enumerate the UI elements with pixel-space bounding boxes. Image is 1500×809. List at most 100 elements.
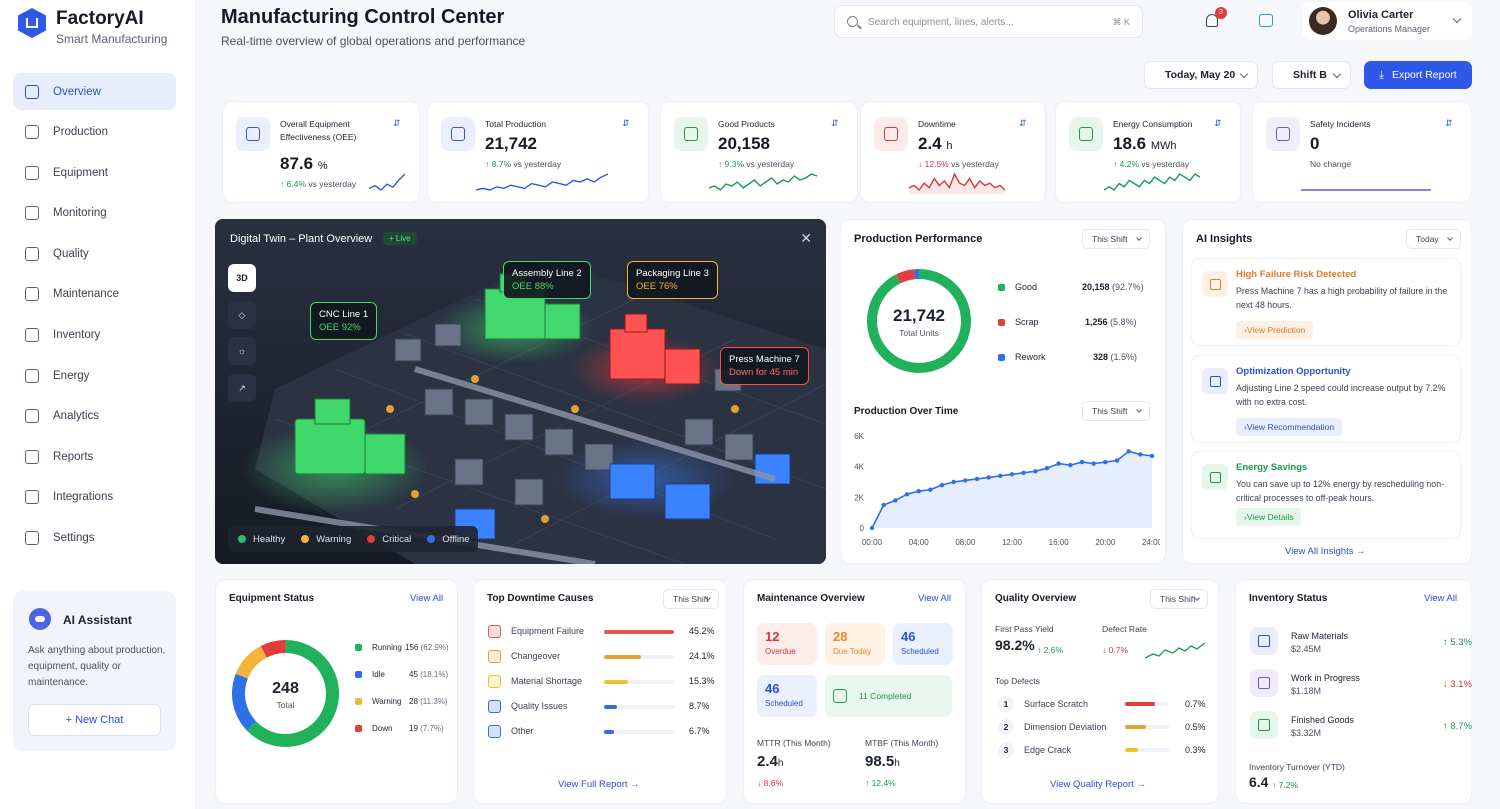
kpi-card-0[interactable]: Overall Equipment Effectiveness (OEE) 87.… (222, 101, 420, 203)
insight-card-0[interactable]: High Failure Risk Detected Press Machine … (1191, 258, 1461, 346)
data-point[interactable] (1126, 449, 1131, 454)
sidebar-item-overview[interactable]: Overview (13, 73, 176, 110)
maintenance-tile-0[interactable]: 12 Overdue (757, 623, 817, 665)
pin-icon[interactable]: ⇵ (831, 118, 839, 128)
sidebar-item-inventory[interactable]: Inventory (13, 317, 176, 354)
data-point[interactable] (1068, 462, 1073, 468)
export-report-button[interactable]: Export Report (1364, 61, 1472, 89)
data-point[interactable] (939, 482, 945, 488)
insight-card-1[interactable]: Optimization Opportunity Adjusting Line 2… (1191, 355, 1461, 443)
kpi-delta: ↑ 8.7% vs yesterday (485, 159, 561, 169)
machine-tag-cnc-line-1[interactable]: CNC Line 1 OEE 92% (310, 302, 378, 340)
data-point[interactable] (974, 476, 980, 482)
view-quality-report-link[interactable]: View Quality Report → (1050, 779, 1146, 790)
date-selector[interactable]: Today, May 20 (1144, 61, 1258, 89)
sidebar-item-equipment[interactable]: Equipment (13, 154, 176, 191)
data-point[interactable] (1056, 461, 1061, 466)
maintenance-tile-4[interactable]: 11 Completed (825, 675, 952, 717)
view-all-insights-link[interactable]: View All Insights → (1285, 546, 1366, 557)
tag-name: Assembly Line 2 (512, 268, 582, 279)
3d-view-button[interactable]: 3D (228, 264, 256, 292)
data-point[interactable] (951, 479, 956, 485)
kpi-card-5[interactable]: Safety Incidents 0 No change ⇵ (1252, 101, 1472, 203)
data-point[interactable] (1091, 461, 1096, 466)
pin-icon[interactable]: ⇵ (622, 118, 630, 128)
chart-filter-dropdown[interactable]: This Shift (1082, 401, 1150, 421)
data-point[interactable] (881, 502, 886, 508)
data-point[interactable] (1138, 452, 1143, 457)
kpi-card-4[interactable]: Energy Consumption 18.6 MWh ↑ 4.2% vs yest… (1055, 101, 1241, 203)
sidebar-item-integrations[interactable]: Integrations (13, 479, 176, 516)
machine-tag-assembly-line-2[interactable]: Assembly Line 2 OEE 88% (503, 261, 591, 299)
downtime-filter-dropdown[interactable]: This Shift (663, 589, 719, 609)
defect-label: Edge Crack (1024, 745, 1072, 755)
data-point[interactable] (1044, 466, 1050, 471)
data-point[interactable] (916, 489, 921, 494)
pin-icon[interactable]: ⇵ (1214, 118, 1222, 128)
data-point[interactable] (904, 492, 910, 497)
maintenance-tile-1[interactable]: 28 Due Today (825, 623, 885, 665)
insight-action-button[interactable]: › View Details (1236, 508, 1302, 526)
search-input[interactable]: Search equipment, lines, alerts... ⌘ K (834, 5, 1143, 38)
kpi-value: 21,742 (485, 134, 537, 154)
sidebar-item-monitoring[interactable]: Monitoring (13, 195, 176, 232)
quality-filter-dropdown[interactable]: This Shift (1150, 589, 1208, 609)
machine-tag-press-machine-7[interactable]: Press Machine 7 Down for 45 min (720, 347, 809, 385)
insights-filter-dropdown[interactable]: Today (1406, 229, 1461, 249)
sidebar-item-reports[interactable]: Reports (13, 438, 176, 475)
sun-icon[interactable]: ☼ (228, 337, 256, 365)
data-point[interactable] (998, 473, 1003, 479)
kpi-card-2[interactable]: Good Products 20,158 ↑ 9.3% vs yesterday ⇵ (660, 101, 858, 203)
machine-tag-packaging-line-3[interactable]: Packaging Line 3 OEE 76% (627, 261, 718, 299)
tile-label: 11 Completed (859, 691, 912, 701)
sidebar-item-energy[interactable]: Energy (13, 357, 176, 394)
layers-icon[interactable]: ◇ (228, 301, 256, 329)
insight-action-button[interactable]: › View Prediction (1236, 321, 1314, 339)
data-point[interactable] (1114, 458, 1120, 463)
maintenance-view-all-link[interactable]: View All (918, 593, 952, 604)
sidebar-item-production[interactable]: Production (13, 114, 176, 151)
kpi-card-3[interactable]: Downtime 2.4 h ↓ 12.5% vs yesterday ⇵ (860, 101, 1046, 203)
view-full-report-link[interactable]: View Full Report → (558, 779, 640, 790)
sidebar-item-maintenance[interactable]: Maintenance (13, 276, 176, 313)
maintenance-tile-2[interactable]: 46 Scheduled (893, 623, 953, 665)
data-point[interactable] (869, 525, 875, 531)
data-point[interactable] (963, 478, 968, 483)
production-filter-dropdown[interactable]: This Shift (1082, 229, 1150, 249)
user-menu[interactable]: Olivia Carter Operations Manager (1302, 2, 1472, 40)
data-point[interactable] (893, 498, 898, 503)
sidebar-item-analytics[interactable]: Analytics (13, 398, 176, 435)
x-tick-label: 24:00 (1142, 538, 1160, 547)
data-point[interactable] (1079, 459, 1085, 465)
data-point[interactable] (1149, 453, 1155, 459)
kpi-card-1[interactable]: Total Production 21,742 ↑ 8.7% vs yesterda… (427, 101, 649, 203)
data-point[interactable] (928, 487, 933, 492)
pin-icon[interactable]: ⇵ (1445, 118, 1453, 128)
data-point[interactable] (1009, 472, 1015, 477)
row-label: Warning (372, 697, 402, 706)
pin-icon[interactable]: ⇵ (1019, 118, 1027, 128)
shift-selector[interactable]: Shift B (1272, 61, 1351, 89)
sidebar-item-quality[interactable]: Quality (13, 235, 176, 272)
maintenance-tile-3[interactable]: 46 Scheduled (757, 675, 817, 717)
donut-segment (260, 640, 286, 658)
monitor-chat-icon[interactable] (1259, 14, 1273, 27)
close-icon[interactable]: ✕ (800, 230, 812, 246)
data-point[interactable] (1021, 470, 1026, 475)
digital-twin-panel[interactable]: Digital Twin – Plant Overview + Live ✕ 3… (215, 219, 826, 564)
data-point[interactable] (986, 475, 991, 480)
sidebar-item-label: Maintenance (53, 288, 119, 301)
pin-icon[interactable]: ⇵ (393, 118, 401, 128)
new-chat-button[interactable]: + New Chat (28, 704, 161, 736)
insight-action-button[interactable]: › View Recommendation (1236, 418, 1343, 436)
data-point[interactable] (1033, 469, 1038, 474)
bell-icon[interactable] (1206, 14, 1218, 27)
inventory-view-all-link[interactable]: View All (1424, 593, 1458, 604)
sidebar-item-settings[interactable]: Settings (13, 520, 176, 557)
insight-card-2[interactable]: Energy Savings You can save up to 12% ene… (1191, 451, 1461, 539)
defect-bar (1125, 702, 1155, 706)
equipment-view-all-link[interactable]: View All (410, 593, 444, 604)
downtime-bar (604, 730, 615, 734)
data-point[interactable] (1103, 459, 1108, 465)
expand-icon[interactable]: ↗ (228, 374, 256, 402)
